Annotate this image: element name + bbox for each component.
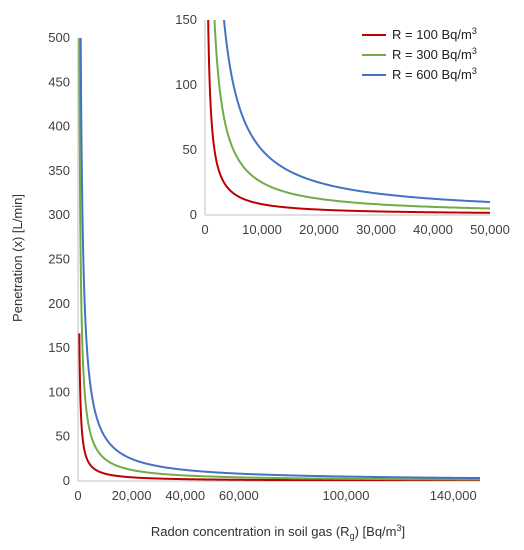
main-x-tick-label: 40,000: [165, 488, 205, 503]
main-x-tick-label: 0: [74, 488, 81, 503]
inset-x-tick-label: 10,000: [242, 222, 282, 237]
main-y-tick-label: 100: [48, 384, 70, 399]
inset-series-line-1: [207, 20, 490, 214]
main-x-tick-label: 100,000: [323, 488, 370, 503]
main-y-tick-label: 250: [48, 252, 70, 267]
inset-y-tick-label: 0: [190, 207, 197, 222]
legend-entry-label: R = 600 Bq/m: [392, 67, 472, 82]
x-axis-title-mid: ) [Bq/m: [355, 524, 397, 539]
legend-entry: R = 300 Bq/m3: [392, 46, 477, 62]
inset-series-line-3: [222, 20, 490, 203]
inset-x-tick-label: 0: [201, 222, 208, 237]
main-y-tick-label: 400: [48, 119, 70, 134]
inset-y-tick-label: 100: [175, 77, 197, 92]
main-y-tick-label: 200: [48, 296, 70, 311]
main-y-tick-label: 500: [48, 30, 70, 45]
main-series-line-1: [78, 333, 480, 481]
legend-entry-superscript: 3: [472, 46, 477, 56]
main-y-tick-label: 450: [48, 74, 70, 89]
main-x-tick-label: 140,000: [430, 488, 477, 503]
legend-entry-superscript: 3: [472, 26, 477, 36]
x-axis-title-suffix: ]: [402, 524, 406, 539]
main-series-line-2: [78, 38, 480, 481]
inset-series-line-2: [213, 20, 490, 210]
inset-x-tick-label: 50,000: [470, 222, 510, 237]
inset-plot: 0 50 100 150 0 10,000 20,000 30,000 40,000 50,000: [175, 12, 510, 237]
main-y-tick-label: 300: [48, 207, 70, 222]
inset-y-tick-label: 50: [183, 142, 197, 157]
inset-x-tick-label: 30,000: [356, 222, 396, 237]
legend: R = 100 Bq/m3R = 300 Bq/m3R = 600 Bq/m3: [362, 26, 477, 82]
y-axis-title: Penetration (x) [L/min]: [10, 194, 25, 322]
main-x-tick-label: 20,000: [112, 488, 152, 503]
main-y-tick-label: 0: [63, 473, 70, 488]
x-axis-title-prefix: Radon concentration in soil gas (R: [151, 524, 350, 539]
x-axis-title: Radon concentration in soil gas (Rg) [Bq…: [151, 523, 405, 541]
legend-entry-label: R = 300 Bq/m: [392, 47, 472, 62]
inset-background: [170, 8, 518, 260]
x-axis-title-subscript: g: [350, 531, 355, 541]
inset-y-tick-label: 150: [175, 12, 197, 27]
main-series-line-3: [79, 38, 480, 480]
legend-entry: R = 100 Bq/m3: [392, 26, 477, 42]
inset-x-tick-label: 40,000: [413, 222, 453, 237]
main-y-tick-label: 350: [48, 163, 70, 178]
inset-x-tick-label: 20,000: [299, 222, 339, 237]
x-axis-title-superscript: 3: [397, 523, 402, 533]
main-y-tick-label: 150: [48, 340, 70, 355]
legend-entry-superscript: 3: [472, 66, 477, 76]
main-y-tick-label: 50: [56, 429, 70, 444]
main-x-tick-label: 60,000: [219, 488, 259, 503]
legend-entry: R = 600 Bq/m3: [392, 66, 477, 82]
legend-entry-label: R = 100 Bq/m: [392, 27, 472, 42]
